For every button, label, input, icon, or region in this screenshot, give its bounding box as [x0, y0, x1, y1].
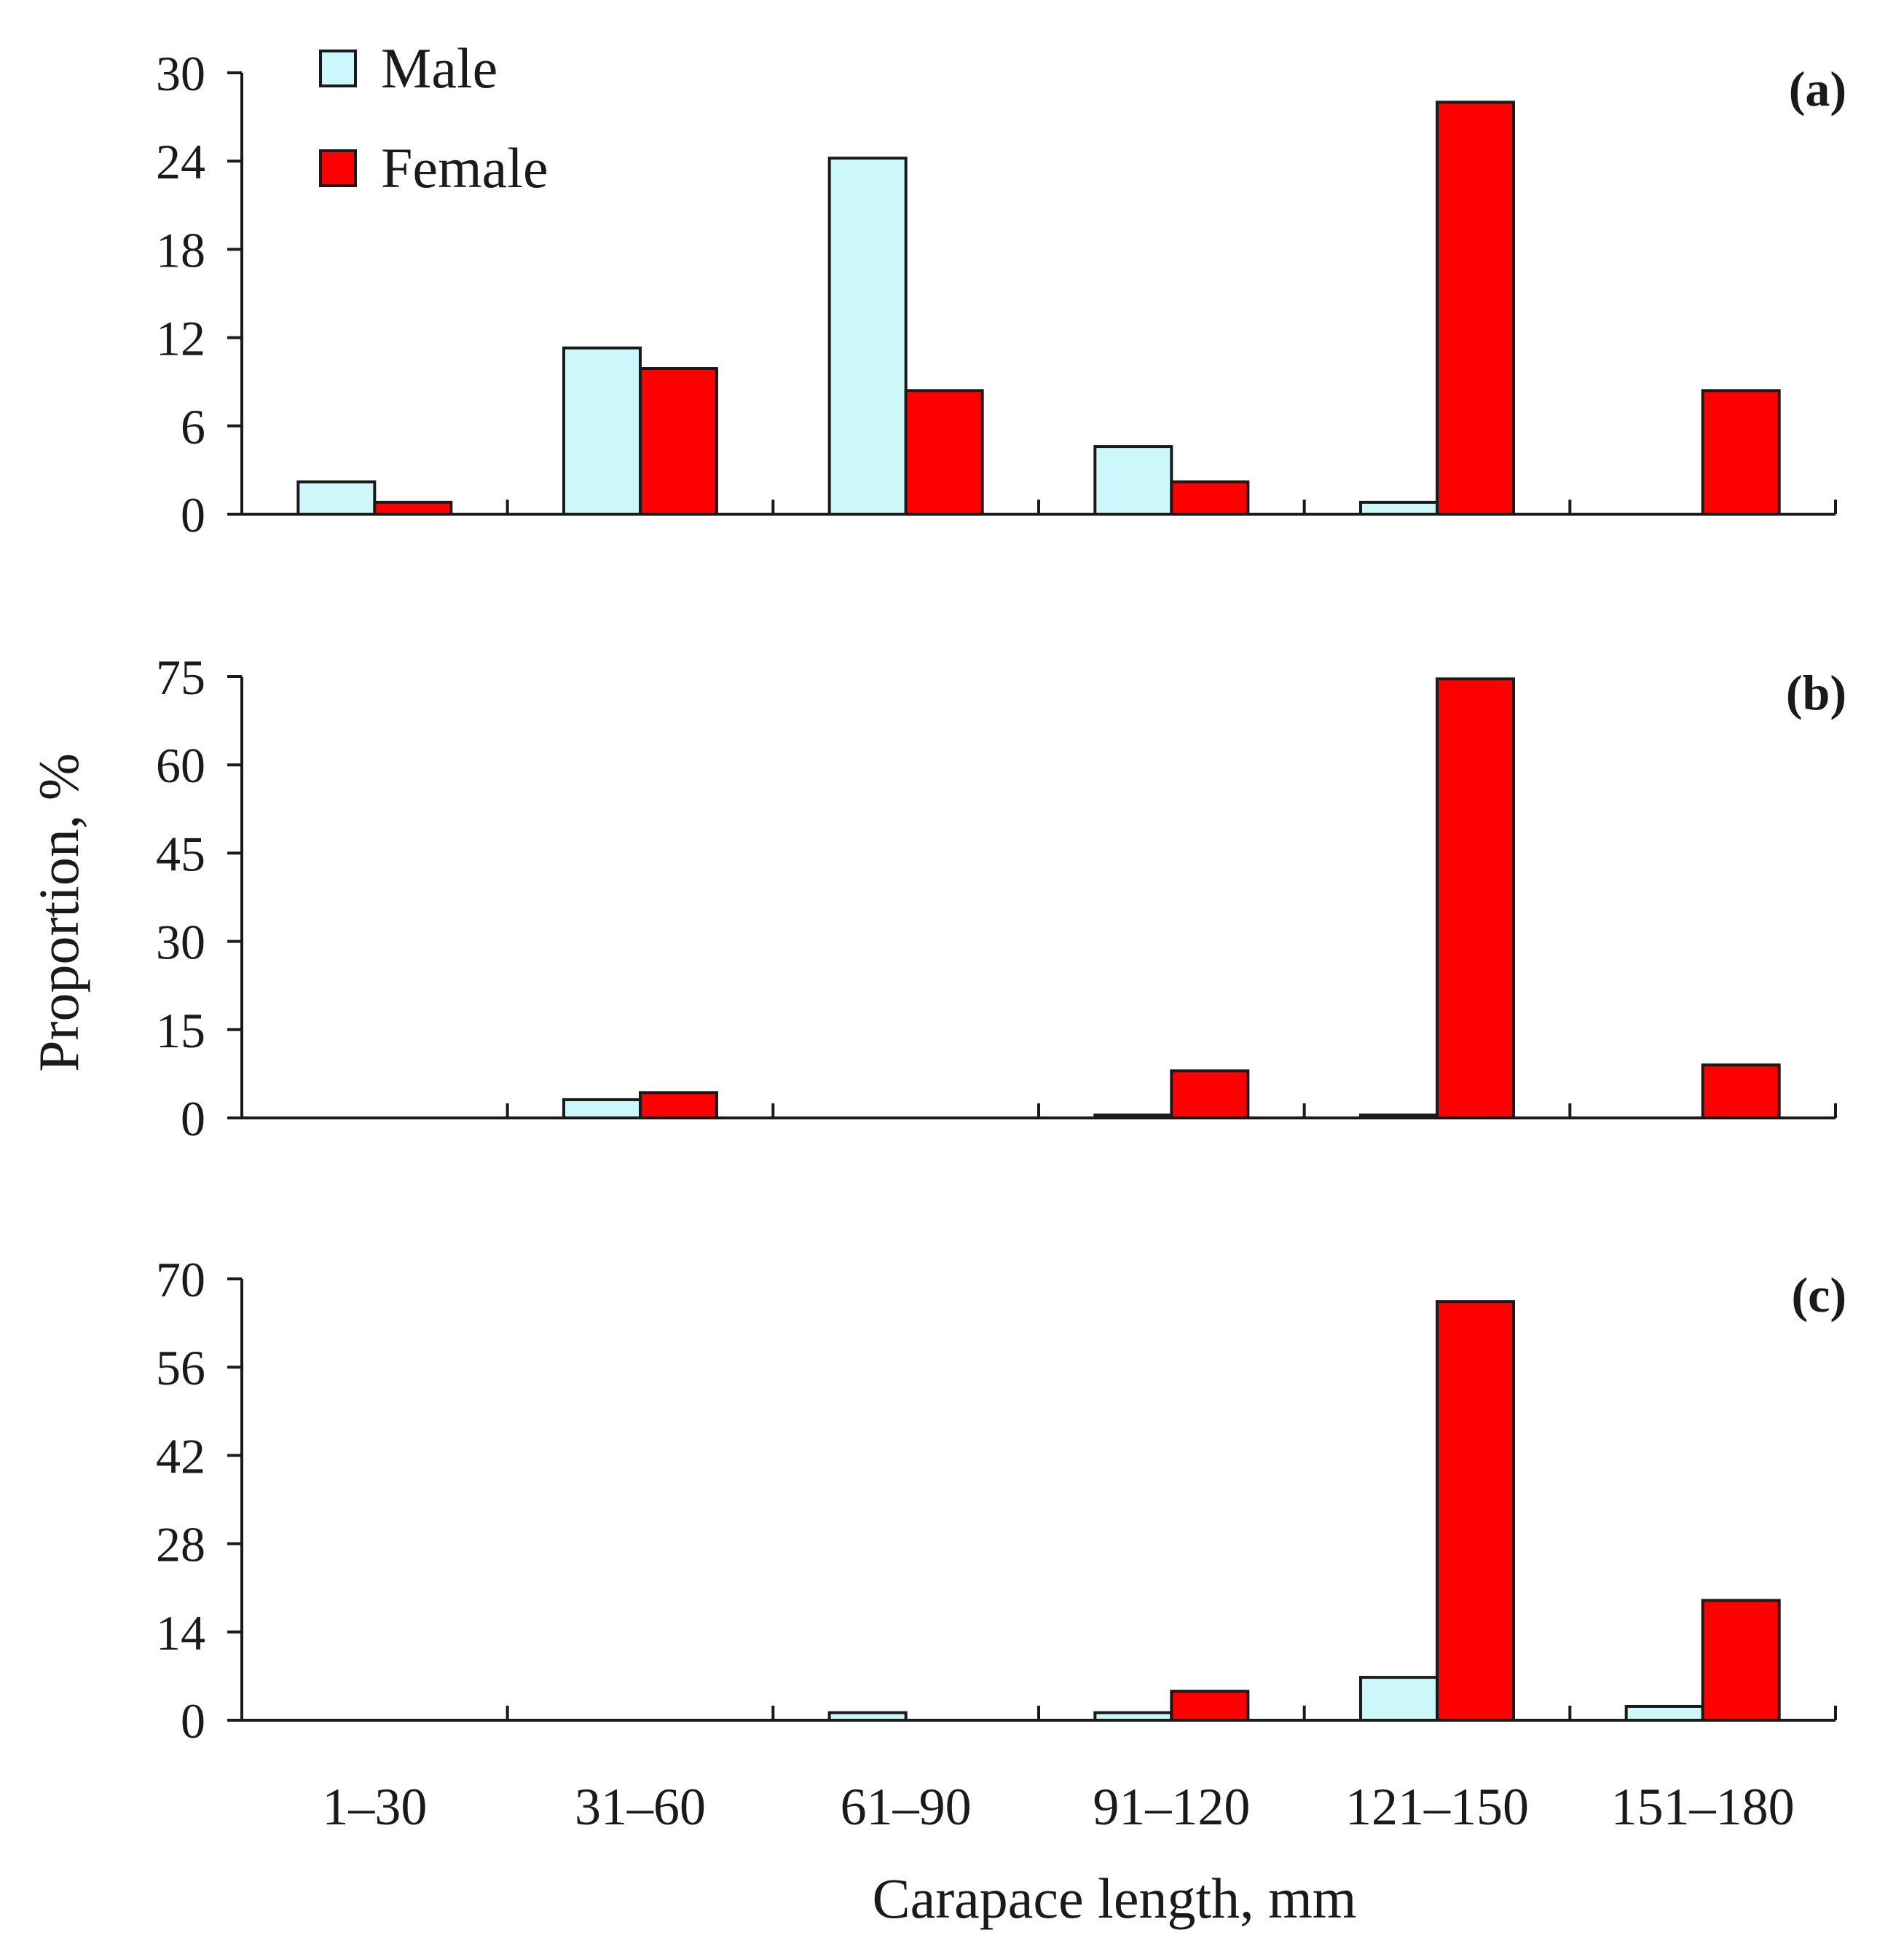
- y-tick-label-a-30: 30: [156, 46, 205, 101]
- y-tick-label-c-56: 56: [156, 1340, 205, 1395]
- y-tick-label-b-15: 15: [156, 1003, 205, 1058]
- y-tick-label-b-75: 75: [156, 650, 205, 705]
- legend-swatch-female: [319, 149, 357, 187]
- y-tick-label-c-42: 42: [156, 1428, 205, 1484]
- panel-label-c: (c): [1792, 1267, 1846, 1323]
- bar-b-male-2: [562, 1098, 642, 1120]
- category-label-4: 91–120: [1093, 1778, 1250, 1836]
- y-tick-label-a-18: 18: [156, 222, 205, 277]
- category-label-6: 151–180: [1611, 1778, 1795, 1836]
- x-axis-title: Carapace length, mm: [873, 1867, 1357, 1930]
- panel-b: 0 15 30 45 60 75 (b): [156, 650, 1846, 1146]
- y-tick-label-b-60: 60: [156, 738, 205, 793]
- y-tick-label-a-24: 24: [156, 134, 205, 189]
- bar-c-female-6: [1701, 1599, 1781, 1722]
- y-tick-label-a-0: 0: [181, 487, 205, 543]
- category-label-3: 61–90: [841, 1778, 972, 1836]
- bar-a-male-2: [562, 346, 642, 516]
- bar-a-male-3: [827, 157, 908, 516]
- panel-label-a: (a): [1789, 61, 1846, 117]
- bar-a-female-4: [1170, 480, 1250, 516]
- bar-c-male-6: [1624, 1704, 1704, 1722]
- y-tick-label-b-45: 45: [156, 826, 205, 881]
- panel-a: 0 6 12 18 24 30 (a): [156, 46, 1846, 543]
- y-tick-label-b-0: 0: [181, 1091, 205, 1146]
- bar-a-female-5: [1436, 101, 1515, 516]
- bar-a-female-2: [639, 367, 718, 516]
- y-tick-label-a-12: 12: [156, 311, 205, 366]
- legend: Male Female: [319, 36, 548, 200]
- bar-a-female-3: [904, 389, 984, 516]
- bar-c-female-5: [1436, 1300, 1515, 1722]
- y-tick-label-c-70: 70: [156, 1252, 205, 1307]
- legend-label-female: Female: [381, 136, 548, 200]
- y-axis-title: Proportion, %: [27, 753, 90, 1072]
- bar-a-male-5: [1359, 500, 1439, 516]
- bar-c-female-4: [1170, 1690, 1250, 1722]
- bar-b-female-2: [639, 1091, 718, 1119]
- y-tick-label-a-6: 6: [181, 399, 205, 454]
- bar-a-female-1: [373, 500, 453, 516]
- bar-a-male-1: [296, 480, 377, 516]
- y-tick-label-c-14: 14: [156, 1605, 205, 1661]
- panel-label-b: (b): [1786, 665, 1846, 720]
- legend-label-male: Male: [381, 36, 497, 100]
- category-labels: 1–30 31–60 61–90 91–120 121–150 151–180: [322, 1778, 1794, 1836]
- category-label-2: 31–60: [575, 1778, 706, 1836]
- y-tick-label-b-30: 30: [156, 915, 205, 970]
- y-tick-label-c-28: 28: [156, 1517, 205, 1572]
- y-tick-label-c-0: 0: [181, 1693, 205, 1749]
- bar-b-female-5: [1436, 677, 1515, 1119]
- bar-b-female-6: [1701, 1063, 1781, 1120]
- panels: 0 6 12 18 24 30 (a) 0 15 30 45 60 75 (b) 0 14 28 42 56 70 (c…: [156, 46, 1846, 1749]
- bar-c-male-5: [1359, 1676, 1439, 1722]
- legend-swatch-male: [319, 50, 357, 87]
- bar-b-female-4: [1170, 1069, 1250, 1119]
- category-label-5: 121–150: [1345, 1778, 1529, 1836]
- category-label-1: 1–30: [322, 1778, 427, 1836]
- bar-a-female-6: [1701, 389, 1781, 516]
- bar-a-male-4: [1093, 445, 1173, 516]
- panel-c: 0 14 28 42 56 70 (c): [156, 1252, 1846, 1749]
